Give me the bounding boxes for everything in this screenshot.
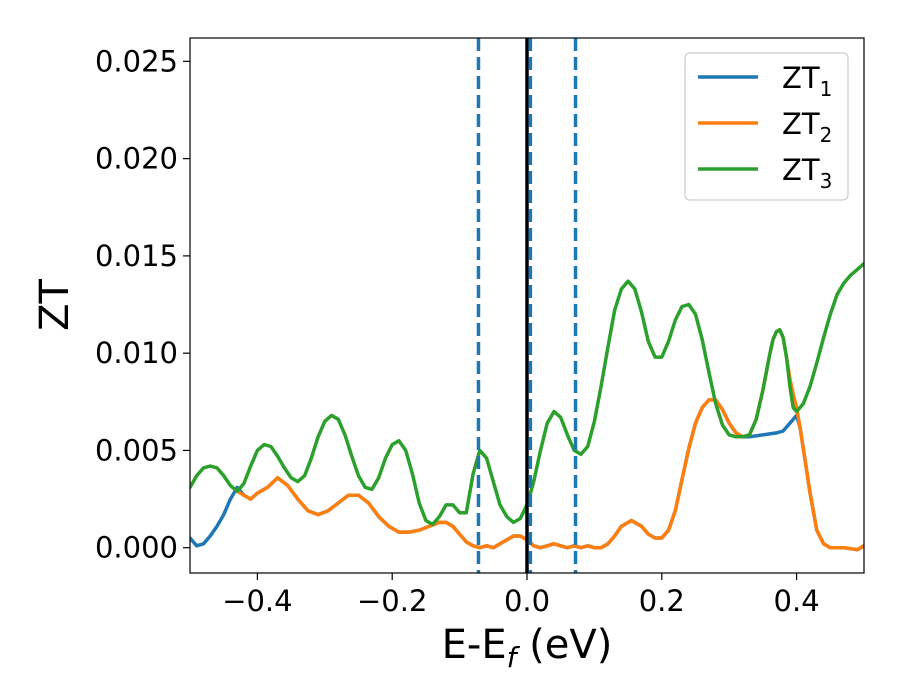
legend-box xyxy=(684,52,849,201)
y-tick-label: 0.025 xyxy=(95,44,178,78)
y-tick-label: 0.010 xyxy=(95,336,178,370)
legend-label-base: ZT xyxy=(782,153,820,187)
x-tick-label: −0.2 xyxy=(357,584,427,618)
y-tick-label: 0.015 xyxy=(95,239,178,273)
legend-label-subscript: 1 xyxy=(820,77,833,101)
x-axis-label-suffix: (eV) xyxy=(516,622,612,668)
y-tick-label: 0.005 xyxy=(95,433,178,467)
legend-label: ZT2 xyxy=(782,107,832,147)
x-tick-label: 0.2 xyxy=(639,584,685,618)
y-axis-label: ZT xyxy=(32,279,78,331)
y-tick-label: 0.000 xyxy=(95,531,178,565)
y-tick-label: 0.020 xyxy=(95,142,178,176)
x-tick-label: 0.4 xyxy=(774,584,820,618)
y-axis-ticks: 0.000 0.005 0.010 0.015 0.020 0.025 xyxy=(95,44,190,565)
series-line-zt3 xyxy=(190,261,864,527)
legend-label-base: ZT xyxy=(782,61,820,95)
series-lines xyxy=(190,38,864,573)
legend-label: ZT1 xyxy=(782,61,832,101)
legend-label-subscript: 3 xyxy=(820,169,833,193)
x-tick-label: 0.0 xyxy=(504,584,550,618)
legend-label-base: ZT xyxy=(782,107,820,141)
plot-area xyxy=(190,38,864,573)
x-tick-label: −0.4 xyxy=(222,584,292,618)
legend-label-subscript: 2 xyxy=(820,123,833,147)
x-axis-ticks: −0.4 −0.2 0.0 0.2 0.4 xyxy=(222,573,820,618)
x-axis-label: E-Ef (eV) xyxy=(442,622,613,674)
legend-label: ZT3 xyxy=(782,153,832,193)
